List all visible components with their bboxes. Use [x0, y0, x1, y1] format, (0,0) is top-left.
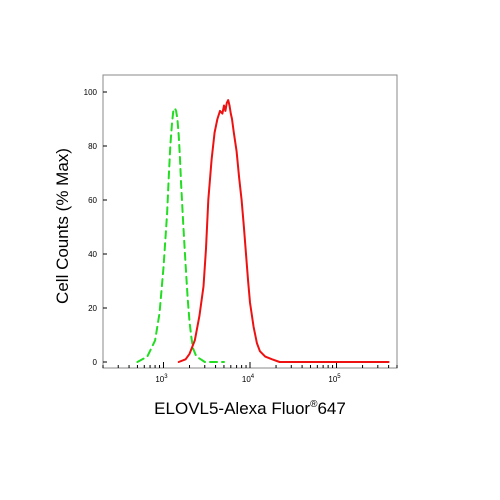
series-line-1 [177, 99, 390, 363]
plot-frame [102, 74, 398, 369]
series-line-0 [136, 107, 225, 363]
y-tick-label-3: 60 [88, 196, 97, 205]
y-tick-label-2: 40 [88, 250, 97, 259]
y-tick-label-0: 0 [93, 358, 98, 367]
x-axis-label-suffix: 647 [317, 399, 345, 418]
y-tick-label-5: 100 [84, 88, 98, 97]
x-tick-label-0: 103 [155, 374, 168, 384]
y-axis: 0 20 40 60 80 100 [84, 88, 107, 367]
x-tick-label-1: 104 [242, 374, 255, 384]
x-axis-label-main: ELOVL5-Alexa Fluor [154, 399, 310, 418]
x-axis-label: ELOVL5-Alexa Fluor®647 [154, 399, 346, 418]
y-tick-label-4: 80 [88, 142, 97, 151]
y-axis-label: Cell Counts (% Max) [53, 148, 72, 304]
series-layer [136, 99, 390, 363]
y-tick-label-1: 20 [88, 304, 97, 313]
x-axis-label-registered-mark: ® [310, 399, 318, 410]
x-axis: 103 104 105 [102, 362, 398, 384]
x-tick-label-2: 105 [328, 374, 341, 384]
